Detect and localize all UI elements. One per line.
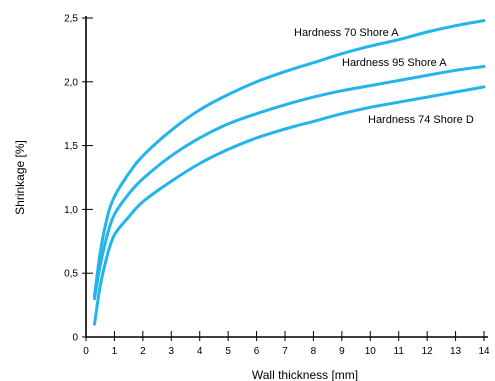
series-label: Hardness 74 Shore D	[368, 114, 474, 126]
x-tick-label: 6	[254, 346, 260, 357]
y-tick-label: 2,5	[64, 14, 78, 25]
x-tick-label: 1	[112, 346, 118, 357]
x-tick-label: 7	[282, 346, 288, 357]
x-tick-label: 0	[83, 346, 89, 357]
x-tick-label: 5	[225, 346, 231, 357]
series-line	[93, 65, 486, 301]
y-tick-label: 2,0	[64, 77, 78, 88]
x-tick-label: 3	[169, 346, 175, 357]
series-line	[93, 85, 486, 326]
y-tick-label: 0,5	[64, 269, 78, 280]
x-tick-label: 13	[450, 346, 462, 357]
axes	[85, 16, 488, 338]
x-tick-label: 2	[140, 346, 146, 357]
y-tick-label: 1,0	[64, 205, 78, 216]
x-tick-label: 8	[311, 346, 317, 357]
series-label: Hardness 70 Shore A	[294, 27, 399, 39]
x-tick-label: 4	[197, 346, 203, 357]
series-line	[93, 19, 486, 298]
x-axis-title: Wall thickness [mm]	[252, 368, 358, 381]
y-tick-label: 1,5	[64, 141, 78, 152]
y-tick-label: 0	[72, 333, 78, 344]
x-tick-label: 14	[478, 346, 490, 357]
y-axis-title: Shrinkage [%]	[13, 140, 27, 215]
x-ticks: 0 1 2 3 4 5 6 7 8 9 10 11 12 13 14	[83, 331, 490, 357]
y-ticks: 0 0,5 1,0 1,5 2,0 2,5	[64, 14, 93, 344]
x-tick-label: 12	[422, 346, 434, 357]
x-tick-label: 9	[339, 346, 345, 357]
series-label: Hardness 95 Shore A	[342, 57, 447, 69]
x-tick-label: 11	[394, 346, 405, 357]
series-labels: Hardness 70 Shore A Hardness 95 Shore A Ha…	[294, 27, 474, 126]
series-lines	[93, 19, 486, 326]
x-tick-label: 10	[365, 346, 377, 357]
